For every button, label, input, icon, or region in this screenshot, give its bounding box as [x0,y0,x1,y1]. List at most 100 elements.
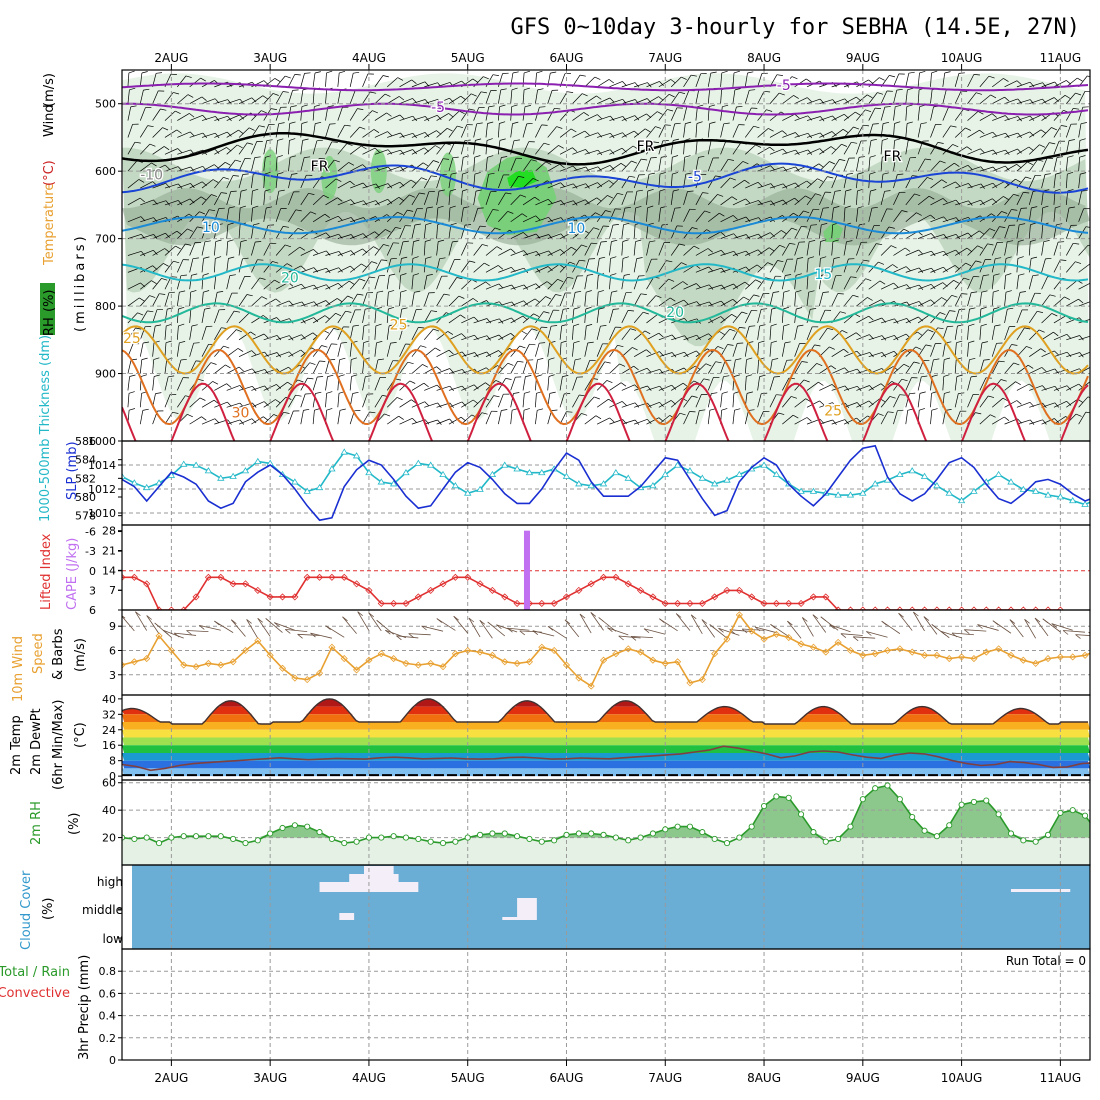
wind-barb-flag [672,155,679,158]
wind-barb [1066,317,1080,324]
wind-barb-flag [968,183,973,189]
wind-barb-flag [1056,223,1063,226]
wind-barb [905,284,920,290]
wind-barb [621,115,636,121]
wind-barb [510,250,524,256]
wind10m-barb [977,624,999,631]
wind-barb-flag [989,228,996,232]
wind-barb [930,72,932,87]
wind10m-barb-flag [607,627,613,633]
lifted-index-line-marker [353,580,361,588]
thickness-line-marker [192,461,200,468]
wind-barb-flag [414,223,421,226]
wind-barb-flag [631,160,638,164]
wind-barb-flag [820,132,825,138]
wind-barb [819,384,833,391]
wind-barb [535,124,542,138]
wind-barb [584,149,599,155]
wind-barb [1041,207,1044,222]
wind-barb-flag [135,327,142,330]
wind-barb [633,258,638,273]
wind-barb-flag [711,392,718,394]
x-axis-top: 2AUG 3AUG 4AUG 5AUG 6AUG 7AUG 8AUG 9AUG 10AUG 11A… [154,51,1081,65]
wind10m-speed-line-marker [797,640,805,648]
wind-barb [263,207,267,222]
wind-barb [226,114,240,121]
wind-barb [1016,131,1030,138]
wind-barb-flag [449,205,456,209]
wind10m-barb-flag [310,632,316,638]
wind-barb [189,275,192,290]
wind10m-barb-flag [770,623,776,629]
wind10m-barb-flag [598,617,604,622]
wind-barb [806,225,812,239]
wind-barb-flag [209,209,216,212]
wind-barb-flag [202,273,209,276]
wind10m-speed-line-marker [402,659,410,667]
wind-barb [634,367,648,374]
wind-barb [547,359,550,374]
wind-barb [263,352,278,358]
wind-barb [806,275,809,290]
wind-barb-flag [511,317,516,323]
wind-barb [621,241,624,256]
wind-barb [399,292,402,307]
wind-barb-flag [795,166,800,172]
wind-barb-flag [381,259,388,261]
lifted-index-line-marker [439,580,447,588]
wind-barb-flag [795,182,800,188]
thickness-line-marker [142,483,151,491]
wind-barb [275,244,286,256]
wind-barb-flag [944,391,951,394]
wind-barb-flag [424,419,430,425]
wind-barb-flag [147,125,154,128]
wind10m-speed-line-marker [122,661,126,669]
wind-barb [744,72,748,87]
wind-barb [485,209,494,222]
wind-barb [856,315,869,324]
wind-barb [312,140,318,155]
wind-barb-flag [585,290,592,293]
wind-barb-flag [512,121,519,124]
wind-barb [164,359,168,374]
wind-barb [337,72,340,87]
wind-barb-flag [682,382,689,388]
wind-barb-flag [954,162,960,167]
wind-barb [893,333,907,341]
lifted-index-line-marker [180,606,188,610]
wind-barb [806,209,814,222]
wind-barb [991,397,1004,408]
wind-barb [510,377,516,391]
wind-barb [646,126,656,138]
wind-barb [1066,280,1078,290]
wind-barb [1004,326,1010,340]
rh2m-line-marker [439,840,447,847]
wind10m-barb [257,618,271,637]
wind-barb [300,249,314,256]
wind-barb [757,262,768,273]
wind-barb [510,194,521,206]
y-tick-label: 20 [102,832,116,845]
wind-barb [893,284,907,290]
wind-barb [880,264,893,273]
wind-barb-flag [983,274,990,276]
wind-barb-flag [708,266,714,272]
wind-barb [917,123,922,138]
wind-barb [991,360,1000,374]
wind10m-barb-flag [802,617,808,622]
wind-barb-flag [990,94,997,99]
wind10m-barb [468,617,481,638]
wind-barb-flag [705,363,712,367]
wind-barb-flag [573,200,578,206]
wind10m-speed-line-marker [735,611,743,619]
wind-barb [596,326,601,340]
wind-barb [201,116,216,121]
wind-barb-flag [505,192,512,195]
wind-barb [337,199,351,206]
rh2m-line-marker [452,838,459,845]
wind-barb-flag [535,283,541,289]
wind-barb-flag [252,402,257,408]
wind-barb-flag [400,149,405,156]
wind-barb-flag [801,361,808,363]
wind-barb-flag [545,161,552,165]
